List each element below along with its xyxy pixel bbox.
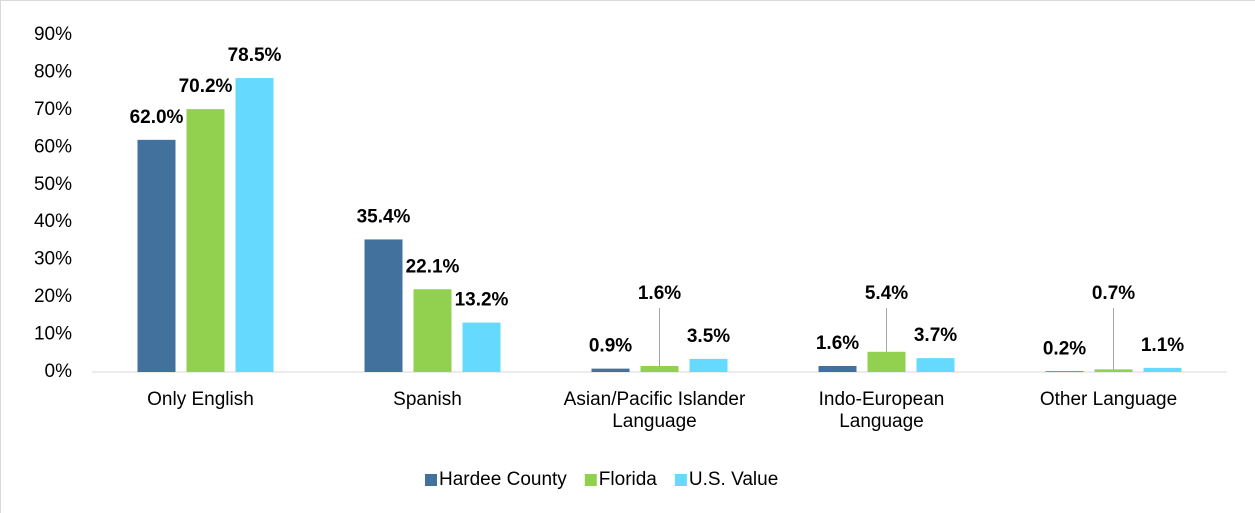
x-tick-label: Spanish — [393, 389, 462, 410]
x-tick-label: Asian/Pacific Islander Language — [563, 389, 746, 432]
data-label: 0.2% — [1043, 338, 1086, 359]
y-tick-label: 20% — [34, 286, 72, 307]
bar — [186, 109, 225, 372]
bar — [1045, 371, 1084, 372]
bar — [364, 239, 403, 372]
bar — [591, 368, 630, 372]
data-label: 13.2% — [455, 290, 509, 311]
y-tick-label: 60% — [34, 136, 72, 157]
data-label: 0.7% — [1092, 283, 1135, 304]
bar — [1143, 367, 1182, 372]
y-tick-label: 10% — [34, 324, 72, 345]
bar — [916, 358, 955, 372]
x-tick-label: Other Language — [1039, 389, 1178, 410]
data-label: 62.0% — [130, 107, 184, 128]
bar — [235, 78, 274, 373]
y-tick-label: 70% — [34, 99, 72, 120]
data-label: 35.4% — [357, 206, 411, 227]
legend-label: Florida — [599, 469, 658, 490]
x-tick-label: Indo-European Language — [818, 389, 945, 432]
bar — [689, 358, 728, 372]
data-label: 22.1% — [406, 256, 460, 277]
data-label: 5.4% — [865, 283, 908, 304]
bar — [413, 289, 452, 372]
bar — [137, 139, 176, 372]
y-tick-label: 50% — [34, 174, 72, 195]
data-label: 1.1% — [1141, 335, 1184, 356]
data-label: 1.6% — [638, 283, 681, 304]
y-tick-label: 0% — [45, 361, 73, 382]
data-label: 78.5% — [228, 45, 282, 66]
bar — [867, 351, 906, 372]
legend-label: Hardee County — [439, 469, 567, 490]
x-tick-label: Only English — [147, 389, 254, 410]
y-tick-label: 80% — [34, 61, 72, 82]
data-label: 0.9% — [589, 336, 632, 357]
bar — [1094, 369, 1133, 372]
legend-swatch — [674, 474, 687, 486]
legend-label: U.S. Value — [689, 469, 778, 490]
legend-swatch — [584, 474, 597, 486]
data-label: 70.2% — [179, 76, 233, 97]
data-label: 1.6% — [816, 333, 859, 354]
y-tick-label: 40% — [34, 211, 72, 232]
y-tick-label: 90% — [34, 24, 72, 45]
bar — [462, 322, 501, 372]
data-label: 3.7% — [914, 325, 957, 346]
bar — [640, 366, 679, 372]
y-tick-label: 30% — [34, 249, 72, 270]
legend-swatch — [425, 474, 437, 486]
data-label: 3.5% — [687, 326, 730, 347]
bar — [818, 366, 857, 372]
